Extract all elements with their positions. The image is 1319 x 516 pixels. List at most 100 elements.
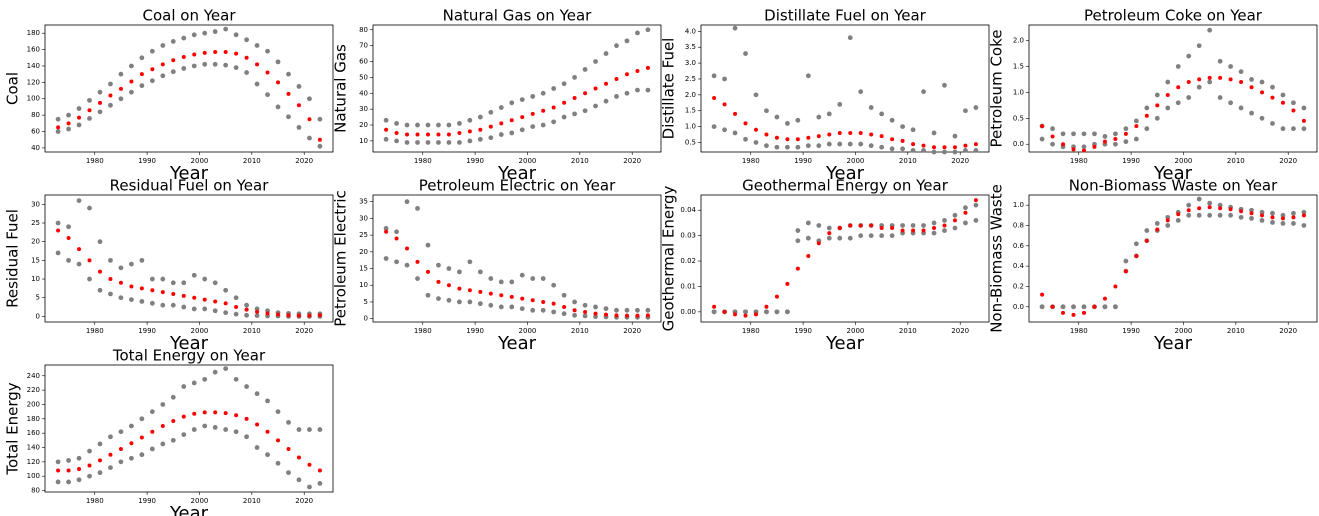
data-point	[910, 148, 916, 153]
x-tick-label: 2010	[243, 157, 261, 165]
x-tick-label: 2000	[847, 157, 865, 165]
data-point	[826, 111, 832, 117]
fit-point	[436, 132, 441, 137]
y-tick-label: 3.0	[685, 59, 696, 67]
data-point	[805, 235, 811, 241]
y-tick-label: 1.0	[1013, 201, 1024, 209]
fit-point	[1155, 103, 1160, 108]
data-point	[265, 92, 270, 98]
y-tick-label: 120	[27, 78, 40, 86]
data-point	[66, 224, 71, 230]
fit-point	[733, 111, 738, 116]
data-point	[118, 295, 124, 301]
data-point	[223, 26, 229, 32]
data-point	[394, 259, 399, 265]
data-point	[1301, 105, 1307, 111]
chart-title: Petroleum Electric on Year	[419, 177, 616, 195]
data-point	[561, 114, 567, 120]
data-point	[952, 225, 958, 231]
x-axis-label: Year	[1153, 163, 1193, 184]
data-point	[233, 65, 239, 71]
fit-point	[415, 132, 420, 137]
x-axis-label: Year	[825, 333, 865, 354]
data-point	[551, 86, 557, 91]
x-axis-label: Year	[169, 503, 209, 516]
data-point	[1280, 92, 1286, 98]
x-tick-label: 2010	[243, 497, 261, 505]
data-point	[1259, 79, 1265, 85]
data-point	[97, 470, 103, 476]
y-tick-label: 0.01	[680, 282, 696, 290]
fit-point	[1050, 134, 1055, 139]
x-tick-label: 1990	[794, 327, 812, 335]
fit-point	[743, 313, 748, 318]
fit-point	[150, 67, 155, 72]
data-point	[477, 269, 483, 275]
fit-point	[118, 446, 123, 451]
data-point	[858, 141, 864, 147]
x-tick-label: 2000	[519, 327, 537, 335]
fit-point	[192, 411, 197, 416]
data-point	[244, 302, 250, 308]
fit-point	[848, 130, 853, 135]
fit-point	[593, 86, 598, 91]
data-point	[847, 235, 853, 241]
data-point	[711, 124, 717, 129]
data-point	[181, 35, 187, 41]
data-point	[1228, 212, 1233, 218]
data-point	[404, 262, 410, 268]
fit-point	[171, 291, 176, 296]
data-point	[900, 223, 905, 228]
data-point	[149, 446, 155, 452]
x-tick-label: 2020	[1279, 327, 1297, 335]
data-point	[383, 136, 389, 142]
fit-point	[129, 79, 134, 84]
data-point	[1196, 43, 1202, 49]
fit-point	[530, 111, 535, 116]
x-tick-label: 2000	[519, 157, 537, 165]
y-axis-label: Natural Gas	[332, 44, 350, 133]
x-tick-label: 1980	[742, 327, 760, 335]
fit-point	[604, 312, 609, 317]
data-point	[973, 148, 979, 153]
data-point	[139, 452, 145, 458]
data-point	[118, 71, 124, 77]
fit-point	[1071, 312, 1076, 317]
fit-point	[583, 309, 588, 314]
data-point	[139, 299, 145, 304]
fit-point	[160, 62, 165, 67]
x-tick-label: 2010	[1227, 157, 1245, 165]
data-point	[477, 136, 483, 142]
data-point	[488, 109, 494, 115]
data-point	[624, 90, 630, 96]
data-point	[1133, 118, 1139, 124]
fit-point	[1197, 77, 1202, 82]
data-point	[488, 276, 494, 281]
data-point	[1217, 212, 1223, 218]
data-point	[87, 116, 92, 121]
data-point	[307, 135, 312, 141]
data-point	[826, 141, 832, 147]
data-point	[837, 141, 843, 147]
fit-point	[1207, 205, 1212, 210]
plot-frame	[700, 194, 990, 323]
fit-point	[223, 301, 228, 306]
data-point	[1123, 126, 1129, 132]
data-point	[1154, 221, 1160, 226]
data-point	[910, 223, 916, 228]
data-point	[743, 51, 748, 56]
data-point	[139, 257, 145, 263]
data-point	[635, 307, 640, 313]
fit-point	[541, 299, 546, 304]
fit-point	[932, 145, 937, 150]
y-tick-label: 3.5	[685, 43, 696, 51]
y-tick-label: 50	[359, 73, 368, 81]
data-point	[963, 108, 968, 114]
data-point	[582, 302, 588, 308]
data-point	[66, 479, 71, 485]
data-point	[317, 427, 323, 432]
fit-point	[1165, 92, 1170, 97]
fit-point	[1270, 95, 1275, 100]
y-axis-label: Residual Fuel	[4, 209, 22, 308]
